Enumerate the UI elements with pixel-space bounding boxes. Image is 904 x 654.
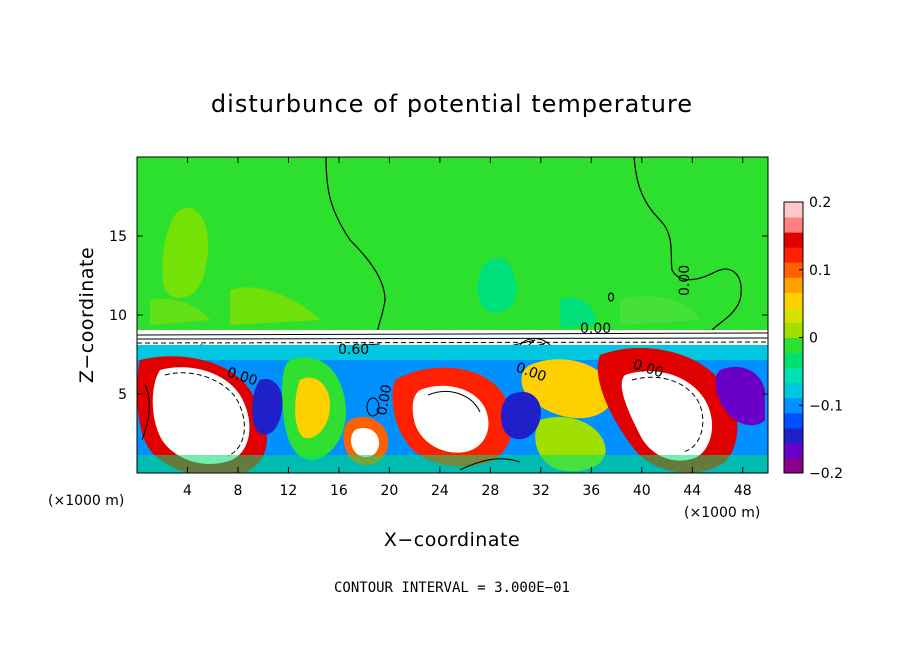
colorbar-segment	[784, 232, 803, 248]
contour-lines-upper	[325, 157, 742, 331]
x-tick-label: 24	[431, 483, 449, 499]
x-tick-label: 36	[582, 483, 600, 499]
x-axis-label: X−coordinate	[384, 529, 520, 551]
colorbar-segment	[784, 292, 803, 308]
y-tick-label: 15	[109, 229, 127, 245]
colorbar-segment	[784, 307, 803, 323]
colorbar-segment	[784, 397, 803, 414]
contour-label-6: 0.00	[374, 383, 395, 416]
x-tick-label: 40	[633, 483, 651, 499]
chart-title: disturbunce of potential temperature	[211, 90, 693, 118]
x-tick-label: 12	[280, 483, 298, 499]
x-tick-label: 4	[183, 483, 192, 499]
x-tick-label: 48	[734, 483, 752, 499]
y-axis-label: Z−coordinate	[76, 247, 98, 383]
colorbar-segment	[784, 457, 803, 474]
colorbar-segment	[784, 427, 803, 444]
colorbar-segment	[784, 217, 803, 233]
colorbar-label: −0.2	[809, 466, 843, 482]
colorbar-segment	[784, 367, 803, 384]
x-tick-label: 44	[683, 483, 701, 499]
colorbar-segment	[784, 382, 803, 399]
colorbar: 0.2 0.1 0 −0.1 −0.2	[783, 195, 843, 482]
x-units-label: (×1000 m)	[684, 505, 760, 521]
y-tick-label: 10	[109, 308, 127, 324]
colorbar-label: 0.1	[809, 263, 831, 279]
colorbar-segment	[784, 442, 803, 459]
colorbar-segment	[784, 247, 803, 263]
x-tick-label: 16	[330, 483, 348, 499]
contour-interval-note: CONTOUR INTERVAL = 3.000E−01	[334, 580, 570, 596]
colorbar-label: 0	[809, 331, 818, 347]
colorbar-segment	[784, 337, 803, 354]
x-tick-label: 28	[481, 483, 499, 499]
z-units-label: (×1000 m)	[48, 493, 124, 509]
colorbar-segment	[784, 352, 803, 369]
x-tick-label: 8	[233, 483, 242, 499]
colorbar-segment	[784, 202, 803, 218]
contour-label-2: 0.60	[338, 342, 369, 358]
contour-label-0: 0.00	[677, 265, 693, 296]
lower-turbulent-field	[137, 345, 768, 473]
y-tick-label: 5	[118, 387, 127, 403]
x-tick-label: 32	[532, 483, 550, 499]
colorbar-segment	[784, 277, 803, 293]
colorbar-label: −0.1	[809, 398, 843, 414]
colorbar-segment	[784, 322, 803, 338]
plot-area	[137, 157, 768, 473]
contour-lines-lower	[141, 372, 704, 471]
colorbar-label: 0.2	[809, 195, 831, 211]
upper-field-patches	[150, 208, 700, 328]
colorbar-segment	[784, 412, 803, 429]
colorbar-segment	[784, 262, 803, 278]
contour-label-1: 0.00	[580, 321, 611, 337]
x-tick-label: 20	[380, 483, 398, 499]
